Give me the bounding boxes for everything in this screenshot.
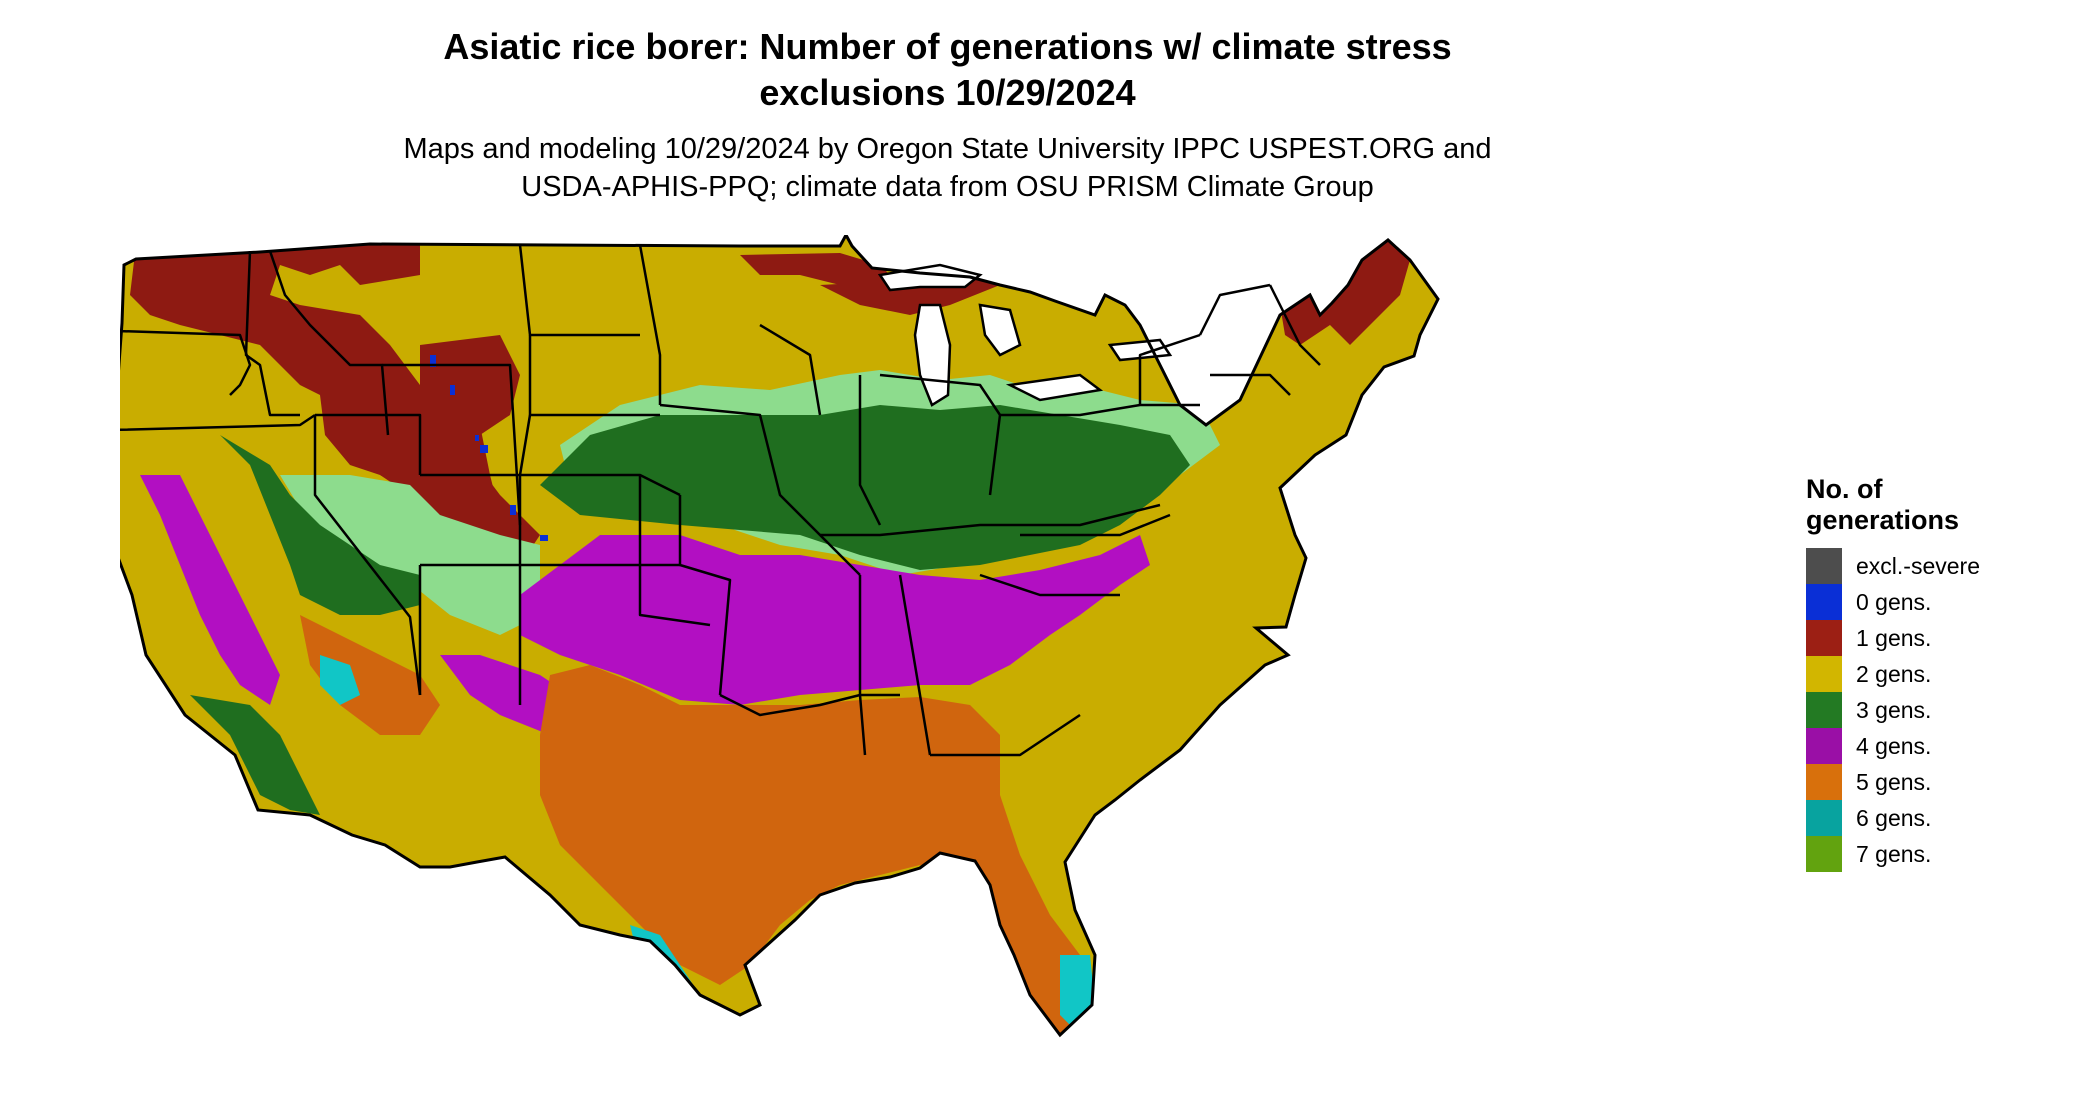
border-wa-id	[244, 250, 300, 417]
border-ky-tn	[820, 503, 1161, 537]
legend-swatch	[1806, 584, 1842, 620]
legend-swatch	[1806, 656, 1842, 692]
legend-item: 5 gens.	[1806, 764, 2066, 800]
band-zero-gens	[430, 355, 548, 541]
legend-label: 0 gens.	[1856, 588, 1932, 615]
state-borders	[120, 244, 1321, 757]
lake-erie	[1005, 373, 1104, 402]
band-four-gens	[520, 535, 1150, 705]
legend-item: 3 gens.	[1806, 692, 2066, 728]
legend-swatch	[1806, 764, 1842, 800]
border-ms-al	[858, 575, 867, 756]
legend-title-line2: generations	[1806, 505, 1960, 535]
border-id-mt	[268, 250, 390, 436]
band-three-gens-west	[220, 435, 420, 615]
legend-items: excl.-severe 0 gens. 1 gens. 2 gens. 3 gens.…	[1806, 548, 2066, 872]
map-title-line2: exclusions 10/29/2024	[759, 72, 1136, 113]
band-one-gen-rockies	[420, 405, 500, 535]
legend-item: 4 gens.	[1806, 728, 2066, 764]
legend: No. of generations excl.-severe 0 gens. 1 …	[1806, 474, 2066, 872]
border-ma-ct	[1210, 373, 1291, 396]
zero-gen-speck	[540, 535, 548, 541]
zero-gen-speck	[480, 445, 488, 453]
great-lakes	[877, 263, 1173, 407]
map-title: Asiatic rice borer: Number of generation…	[0, 24, 1895, 116]
border-ga-fl	[930, 713, 1081, 757]
legend-label: excl.-severe	[1856, 552, 1980, 579]
legend-item: 0 gens.	[1806, 584, 2066, 620]
legend-label: 4 gens.	[1856, 732, 1932, 759]
legend-label: 6 gens.	[1856, 804, 1932, 831]
border-or-ca-nv	[120, 413, 316, 432]
band-transition-west	[280, 475, 540, 635]
border-vt-nh	[1198, 283, 1271, 336]
band-three-gens-southwest	[190, 695, 320, 815]
legend-item: 6 gens.	[1806, 800, 2066, 836]
band-five-gens	[540, 665, 1100, 1035]
legend-swatch	[1806, 728, 1842, 764]
legend-swatch	[1806, 548, 1842, 584]
lake-huron	[978, 303, 1022, 357]
legend-swatch	[1806, 800, 1842, 836]
legend-item: 1 gens.	[1806, 620, 2066, 656]
band-four-gens-texas	[440, 655, 570, 735]
border-mt-wy	[382, 363, 522, 526]
legend-item: 2 gens.	[1806, 656, 2066, 692]
border-ny	[1138, 333, 1201, 405]
zero-gen-speck	[430, 355, 436, 367]
border-ia-il	[659, 403, 861, 576]
band-six-gens-arizona	[320, 655, 360, 705]
map-subtitle-line2: USDA-APHIS-PPQ; climate data from OSU PR…	[521, 171, 1374, 203]
border-wa-or	[120, 329, 252, 396]
border-oh	[879, 373, 1002, 496]
legend-label: 3 gens.	[1856, 696, 1932, 723]
band-five-gens-arizona	[300, 615, 440, 735]
us-generations-map	[120, 235, 1780, 1110]
legend-item: excl.-severe	[1806, 548, 2066, 584]
border-ok-tx	[638, 565, 711, 627]
title-block: Asiatic rice borer: Number of generation…	[0, 24, 1895, 206]
border-pa	[1000, 403, 1200, 417]
band-one-gen-maine	[1280, 240, 1410, 345]
legend-swatch	[1806, 692, 1842, 728]
border-mo	[678, 495, 732, 696]
legend-label: 2 gens.	[1856, 660, 1932, 687]
legend-swatch	[1806, 836, 1842, 872]
border-ne-ks	[518, 414, 681, 497]
border-wi	[759, 323, 822, 416]
border-la-ms	[719, 693, 900, 717]
legend-label: 1 gens.	[1856, 624, 1932, 651]
border-ga-sc	[979, 573, 1120, 597]
legend-title-line1: No. of	[1806, 474, 1883, 504]
legend-item: 7 gens.	[1806, 836, 2066, 872]
zero-gen-speck	[475, 435, 479, 441]
border-nv-ut	[315, 413, 422, 475]
border-in	[858, 375, 882, 526]
map-title-line1: Asiatic rice borer: Number of generation…	[443, 26, 1452, 67]
border-nc-va	[1020, 513, 1171, 537]
map-subtitle: Maps and modeling 10/29/2024 by Oregon S…	[0, 130, 1895, 206]
border-ca-nv	[313, 415, 422, 696]
map-subtitle-line1: Maps and modeling 10/29/2024 by Oregon S…	[403, 133, 1492, 165]
band-four-gens-california	[140, 475, 280, 705]
legend-title: No. of generations	[1806, 474, 2066, 536]
legend-swatch	[1806, 620, 1842, 656]
zero-gen-speck	[510, 505, 516, 515]
zero-gen-speck	[450, 385, 455, 395]
band-three-gens	[540, 405, 1190, 570]
band-one-gen-northwest	[130, 245, 540, 565]
border-nd-mn	[638, 244, 662, 405]
legend-label: 5 gens.	[1856, 768, 1932, 795]
legend-label: 7 gens.	[1856, 840, 1932, 867]
border-nh-me	[1268, 284, 1321, 366]
border-al-ga	[898, 574, 932, 756]
